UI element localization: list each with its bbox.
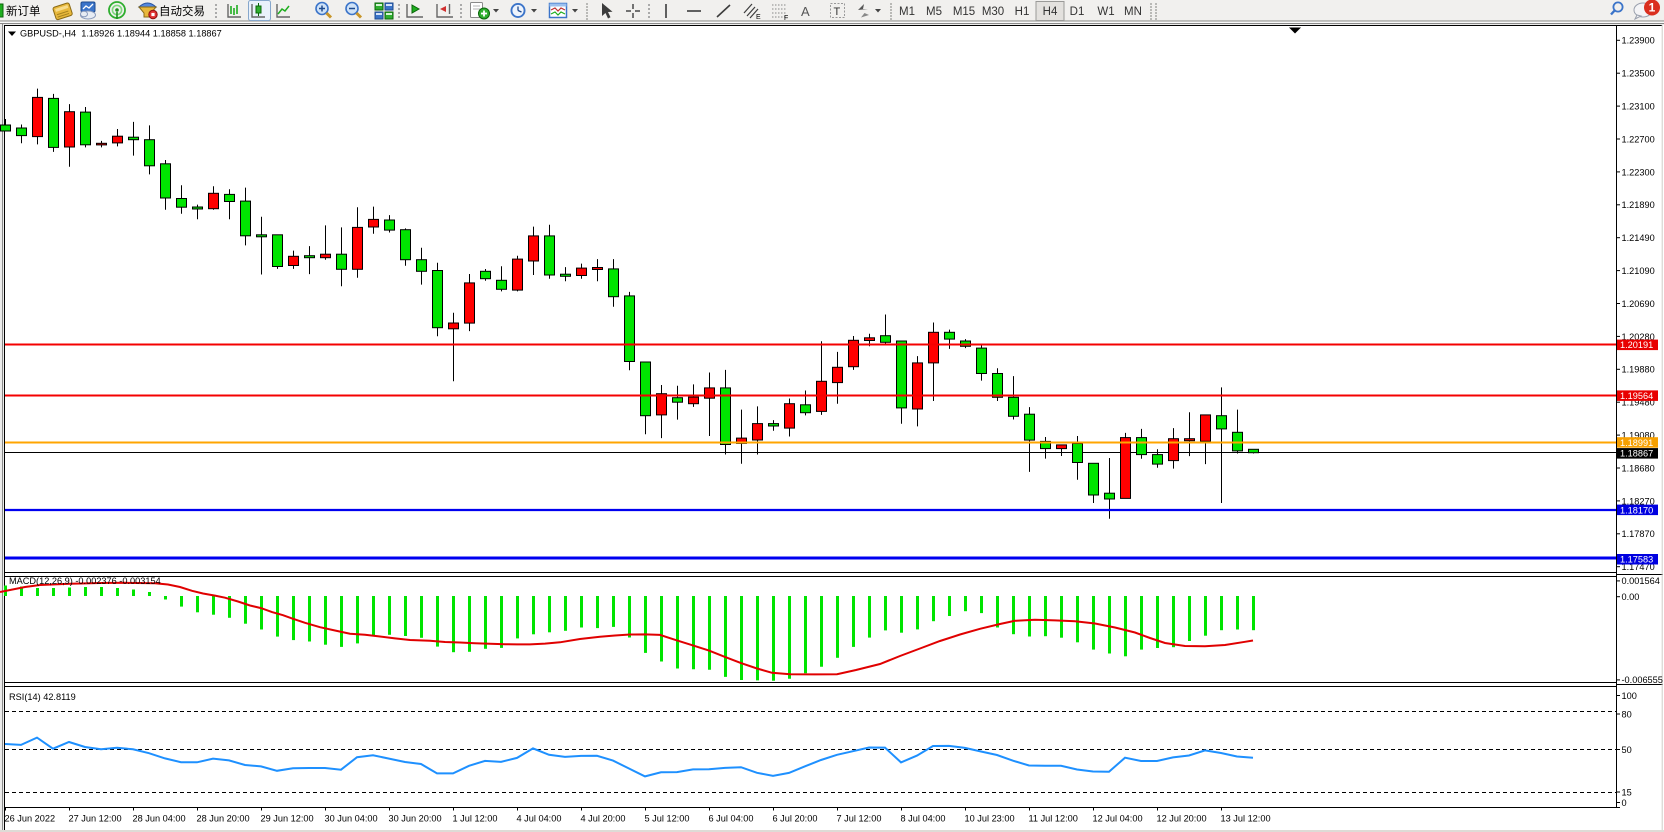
svg-text:1.19080: 1.19080 <box>1622 431 1655 441</box>
svg-text:0.00: 0.00 <box>1622 592 1640 602</box>
svg-text:MN: MN <box>1124 6 1142 18</box>
svg-text:A: A <box>801 4 810 19</box>
svg-text:28 Jun 20:00: 28 Jun 20:00 <box>197 814 250 824</box>
svg-text:F: F <box>784 15 788 22</box>
svg-text:4 Jul 04:00: 4 Jul 04:00 <box>517 814 562 824</box>
svg-text:1.18680: 1.18680 <box>1622 463 1655 473</box>
svg-text:1.18170: 1.18170 <box>1620 505 1653 515</box>
svg-text:11 Jul 12:00: 11 Jul 12:00 <box>1029 814 1078 824</box>
svg-text:1.22300: 1.22300 <box>1622 167 1655 177</box>
svg-text:1 Jul 12:00: 1 Jul 12:00 <box>453 814 498 824</box>
svg-text:1.23100: 1.23100 <box>1622 102 1655 112</box>
svg-text:4 Jul 20:00: 4 Jul 20:00 <box>581 814 626 824</box>
svg-text:1: 1 <box>1649 1 1656 15</box>
svg-text:27 Jun 12:00: 27 Jun 12:00 <box>69 814 122 824</box>
svg-text:1.18270: 1.18270 <box>1622 496 1655 506</box>
svg-text:1.18991: 1.18991 <box>1620 438 1653 448</box>
svg-text:30 Jun 04:00: 30 Jun 04:00 <box>325 814 378 824</box>
svg-text:10 Jul 23:00: 10 Jul 23:00 <box>965 814 1015 824</box>
svg-text:12 Jul 04:00: 12 Jul 04:00 <box>1093 814 1143 824</box>
svg-text:7 Jul 12:00: 7 Jul 12:00 <box>837 814 882 824</box>
svg-text:30 Jun 20:00: 30 Jun 20:00 <box>389 814 442 824</box>
svg-text:M30: M30 <box>982 6 1004 18</box>
svg-text:1.18867: 1.18867 <box>1620 449 1653 459</box>
svg-text:0.001564: 0.001564 <box>1622 576 1660 586</box>
svg-text:1.17583: 1.17583 <box>1620 555 1653 565</box>
svg-text:E: E <box>756 14 761 21</box>
svg-text:1.17470: 1.17470 <box>1622 562 1655 572</box>
svg-text:M5: M5 <box>926 6 942 18</box>
svg-text:1.22700: 1.22700 <box>1622 134 1655 144</box>
svg-text:T: T <box>834 6 841 18</box>
svg-text:GBPUSD-,H4 1.18926 1.18944 1.: GBPUSD-,H4 1.18926 1.18944 1.18858 1.188… <box>20 28 222 38</box>
svg-text:W1: W1 <box>1097 6 1114 18</box>
svg-text:M15: M15 <box>953 6 975 18</box>
svg-text:15: 15 <box>1622 787 1632 797</box>
svg-text:28 Jun 04:00: 28 Jun 04:00 <box>133 814 186 824</box>
svg-text:D1: D1 <box>1070 6 1085 18</box>
svg-text:RSI(14) 42.8119: RSI(14) 42.8119 <box>9 692 76 702</box>
svg-text:1.19880: 1.19880 <box>1622 365 1655 375</box>
svg-text:6 Jul 04:00: 6 Jul 04:00 <box>709 814 754 824</box>
svg-text:50: 50 <box>1622 745 1632 755</box>
svg-text:0: 0 <box>1622 798 1627 808</box>
svg-text:1.23900: 1.23900 <box>1622 36 1655 46</box>
svg-text:12 Jul 20:00: 12 Jul 20:00 <box>1157 814 1207 824</box>
svg-text:1.21090: 1.21090 <box>1622 266 1655 276</box>
svg-text:MACD(12,26,9) -0.002376 -0.003: MACD(12,26,9) -0.002376 -0.003154 <box>9 576 161 586</box>
svg-text:8 Jul 04:00: 8 Jul 04:00 <box>901 814 946 824</box>
svg-text:80: 80 <box>1622 709 1632 719</box>
svg-text:13 Jul 12:00: 13 Jul 12:00 <box>1221 814 1271 824</box>
svg-text:6 Jul 20:00: 6 Jul 20:00 <box>773 814 818 824</box>
svg-text:1.19564: 1.19564 <box>1620 391 1653 401</box>
svg-text:1.20280: 1.20280 <box>1622 332 1655 342</box>
svg-text:1.23500: 1.23500 <box>1622 69 1655 79</box>
svg-text:1.19480: 1.19480 <box>1622 398 1655 408</box>
svg-text:1.20690: 1.20690 <box>1622 299 1655 309</box>
svg-text:100: 100 <box>1622 691 1637 701</box>
svg-text:H1: H1 <box>1015 6 1030 18</box>
svg-text:1.17870: 1.17870 <box>1622 529 1655 539</box>
svg-text:新订单: 新订单 <box>6 4 41 18</box>
svg-text:自动交易: 自动交易 <box>159 4 205 18</box>
svg-text:-0.006555: -0.006555 <box>1622 675 1663 685</box>
svg-text:1.21890: 1.21890 <box>1622 200 1655 210</box>
svg-text:1.20191: 1.20191 <box>1620 340 1653 350</box>
svg-text:29 Jun 12:00: 29 Jun 12:00 <box>261 814 314 824</box>
svg-text:1.21490: 1.21490 <box>1622 233 1655 243</box>
svg-text:M1: M1 <box>899 6 915 18</box>
svg-text:26 Jun 2022: 26 Jun 2022 <box>5 814 56 824</box>
svg-text:5 Jul 12:00: 5 Jul 12:00 <box>645 814 690 824</box>
svg-text:H4: H4 <box>1043 6 1058 18</box>
